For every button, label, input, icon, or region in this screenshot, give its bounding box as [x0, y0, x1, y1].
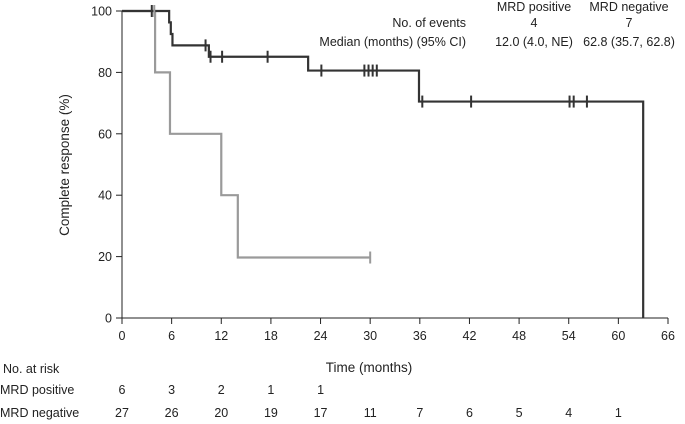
x-tick-label: 30: [363, 329, 377, 343]
risk-row-label-mrd-negative: MRD negative: [0, 406, 79, 420]
risk-value: 5: [516, 406, 523, 420]
x-axis-title: Time (months): [326, 360, 413, 375]
x-ticks: 0 6 12 18 24 30 36 42 48 54 60 66: [119, 318, 675, 343]
y-tick-label: 0: [105, 312, 112, 326]
risk-value: 1: [615, 406, 622, 420]
risk-value: 11: [364, 406, 377, 420]
events-col-header-mrd-positive: MRD positive: [497, 0, 571, 14]
risk-value: 6: [466, 406, 473, 420]
x-tick-label: 36: [413, 329, 427, 343]
x-tick-label: 0: [119, 329, 126, 343]
y-tick-label: 40: [98, 189, 112, 203]
risk-value: 2: [218, 383, 225, 397]
risk-row-label-mrd-positive: MRD positive: [0, 383, 74, 397]
curve-mrd-positive: [122, 9, 371, 259]
risk-value: 19: [264, 406, 278, 420]
x-tick-label: 42: [463, 329, 477, 343]
censor-marks: [150, 5, 588, 264]
risk-value: 3: [168, 383, 175, 397]
events-cell: 7: [626, 16, 633, 30]
risk-value: 1: [267, 383, 274, 397]
risk-values: 6 3 2 1 127 26 20 19 17 11 7 6 5 4 1: [115, 383, 622, 420]
y-axis-title: Complete response (%): [57, 94, 72, 236]
risk-value: 6: [119, 383, 126, 397]
y-tick-label: 80: [98, 66, 112, 80]
y-tick-label: 60: [98, 127, 112, 141]
curve-mrd-negative: [122, 9, 645, 318]
x-tick-label: 6: [168, 329, 175, 343]
median-cell: 62.8 (35.7, 62.8): [583, 35, 675, 49]
risk-value: 27: [115, 406, 129, 420]
risk-value: 20: [214, 406, 228, 420]
events-row-label-median: Median (months) (95% CI): [319, 35, 466, 49]
x-tick-label: 54: [562, 329, 576, 343]
y-ticks: 0 20 40 60 80 100: [91, 5, 122, 326]
events-cell: 4: [531, 16, 538, 30]
events-col-header-mrd-negative: MRD negative: [589, 0, 668, 14]
survival-curves: [122, 9, 645, 318]
risk-value: 26: [165, 406, 179, 420]
x-tick-label: 24: [314, 329, 328, 343]
x-tick-label: 48: [512, 329, 526, 343]
median-cell: 12.0 (4.0, NE): [495, 35, 573, 49]
y-tick-label: 20: [98, 250, 112, 264]
risk-table: No. at risk MRD positive MRD negative 6 3…: [0, 362, 622, 420]
axes: [121, 11, 668, 319]
risk-value: 1: [317, 383, 324, 397]
risk-table-title: No. at risk: [3, 362, 60, 376]
risk-value: 17: [314, 406, 328, 420]
events-table: MRD positive MRD negative No. of events …: [319, 0, 674, 49]
x-tick-label: 12: [214, 329, 228, 343]
x-tick-label: 60: [611, 329, 625, 343]
risk-value: 4: [565, 406, 572, 420]
y-tick-label: 100: [91, 5, 112, 19]
events-row-label-events: No. of events: [392, 16, 466, 30]
risk-value: 7: [416, 406, 423, 420]
x-tick-label: 18: [264, 329, 278, 343]
x-tick-label: 66: [661, 329, 675, 343]
